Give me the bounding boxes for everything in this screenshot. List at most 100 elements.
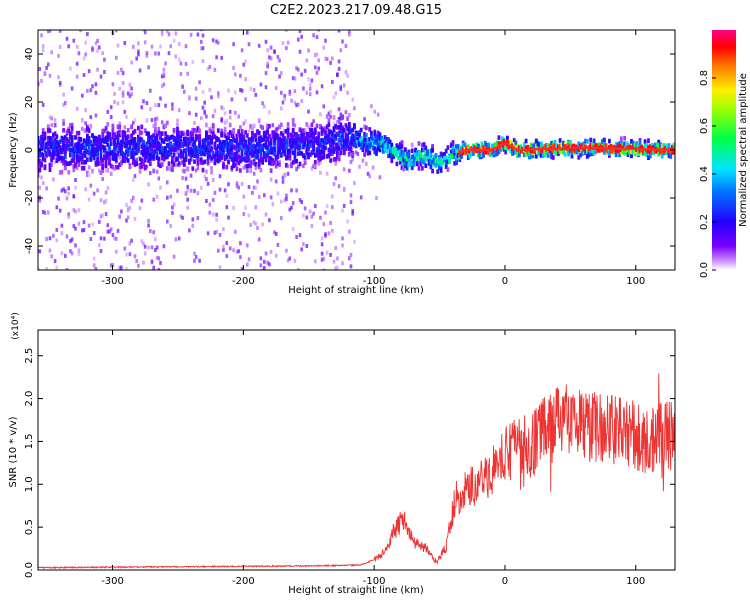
heatmap-cell [438, 161, 441, 166]
heatmap-cell [252, 143, 256, 149]
heatmap-cell [186, 166, 190, 172]
heatmap-cell [302, 128, 305, 133]
heatmap-cell [404, 155, 407, 161]
heatmap-cell [92, 155, 96, 161]
heatmap-cell [667, 153, 671, 159]
heatmap-cell [164, 123, 167, 128]
heatmap-cell [223, 120, 227, 125]
heatmap-cell [194, 255, 198, 259]
heatmap-cell [217, 94, 220, 99]
heatmap-cell [50, 123, 53, 127]
heatmap-cell [298, 161, 302, 167]
heatmap-cell [664, 146, 667, 151]
heatmap-cell [344, 132, 348, 137]
heatmap-cell [319, 112, 322, 117]
heatmap-cell [417, 166, 421, 171]
heatmap-cell [184, 152, 188, 158]
heatmap-cell [75, 166, 79, 171]
heatmap-cell [332, 139, 336, 145]
heatmap-cell [555, 143, 559, 148]
heatmap-cell [550, 144, 553, 149]
heatmap-cell [128, 252, 132, 257]
heatmap-cell [385, 148, 389, 154]
heatmap-cell [349, 142, 353, 148]
heatmap-cell [69, 160, 72, 166]
heatmap-cell [53, 131, 57, 136]
heatmap-cell [109, 263, 113, 268]
heatmap-cell [48, 248, 52, 253]
heatmap-cell [304, 23, 307, 27]
heatmap-cell [332, 149, 336, 154]
heatmap-cell [341, 115, 344, 120]
heatmap-cell [210, 156, 213, 161]
heatmap-cell [349, 193, 353, 198]
heatmap-cell [330, 138, 334, 144]
heatmap-cell [160, 131, 164, 136]
heatmap-cell [230, 165, 234, 171]
heatmap-cell [84, 159, 88, 165]
heatmap-cell [121, 135, 125, 141]
heatmap-cell [517, 152, 521, 158]
heatmap-cell [233, 162, 237, 168]
heatmap-cell [319, 152, 322, 158]
heatmap-cell [177, 57, 181, 62]
heatmap-cell [344, 140, 348, 145]
heatmap-cell [363, 152, 366, 157]
heatmap-cell [98, 243, 101, 248]
heatmap-cell [458, 157, 462, 163]
heatmap-cell [223, 126, 227, 131]
heatmap-cell [191, 142, 195, 148]
heatmap-cell [334, 156, 338, 162]
heatmap-cell [322, 144, 326, 150]
heatmap-cell [87, 172, 91, 177]
heatmap-cell [152, 143, 156, 149]
heatmap-cell [422, 147, 426, 153]
heatmap-cell [159, 135, 162, 141]
heatmap-cell [259, 147, 263, 152]
heatmap-cell [75, 144, 79, 150]
heatmap-cell [375, 134, 378, 140]
heatmap-cell [268, 110, 271, 115]
heatmap-cell [597, 142, 601, 148]
heatmap-cell [41, 181, 45, 186]
heatmap-cell [660, 153, 664, 159]
heatmap-cell [63, 150, 67, 155]
heatmap-cell [208, 135, 212, 141]
heatmap-cell [40, 274, 43, 278]
heatmap-cell [104, 155, 108, 160]
heatmap-cell [398, 149, 402, 154]
heatmap-cell [307, 143, 310, 148]
heatmap-cell [650, 143, 654, 148]
heatmap-cell [449, 143, 453, 148]
heatmap-cell [242, 194, 246, 199]
heatmap-cell [225, 254, 229, 259]
heatmap-cell [320, 236, 324, 241]
heatmap-cell [427, 161, 431, 166]
heatmap-cell [155, 142, 159, 148]
heatmap-cell [419, 161, 423, 167]
heatmap-cell [349, 159, 353, 164]
heatmap-cell [217, 40, 220, 45]
heatmap-cell [329, 144, 332, 150]
heatmap-cell [172, 127, 176, 133]
heatmap-cell [330, 136, 334, 141]
heatmap-cell [53, 140, 57, 146]
heatmap-cell [118, 132, 122, 138]
heatmap-cell [123, 41, 127, 45]
heatmap-cell [660, 143, 664, 149]
heatmap-cell [48, 152, 52, 157]
heatmap-cell [298, 30, 302, 34]
heatmap-cell [80, 165, 84, 171]
heatmap-cell [101, 132, 105, 138]
heatmap-cell [585, 139, 589, 144]
heatmap-cell [636, 151, 640, 157]
heatmap-cell [414, 154, 417, 160]
heatmap-cell [285, 248, 288, 253]
heatmap-cell [97, 161, 101, 166]
y-tick-label: 2.5 [24, 348, 35, 364]
heatmap-cell [392, 154, 395, 159]
heatmap-cell [526, 149, 530, 155]
heatmap-cell [366, 138, 370, 143]
heatmap-cell [548, 148, 552, 154]
heatmap-cell [201, 167, 205, 173]
